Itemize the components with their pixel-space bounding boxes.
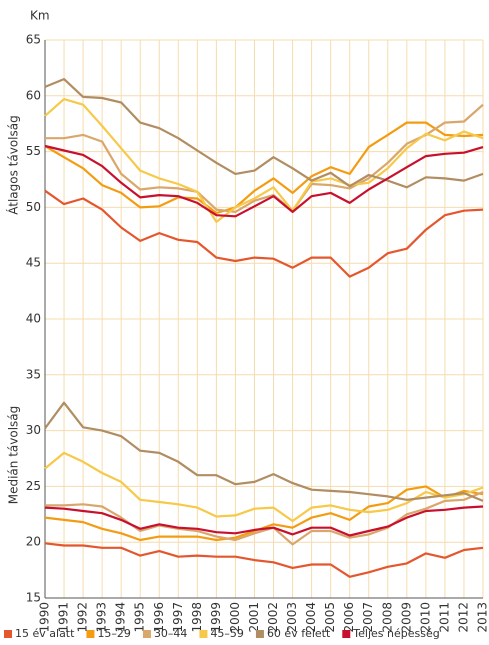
series-line <box>44 144 484 218</box>
y-tick-label: 35 <box>26 367 41 381</box>
y-tick-label: 65 <box>26 33 41 47</box>
x-tick-label: 1999 <box>209 602 223 633</box>
x-tick-label: 1991 <box>57 602 71 633</box>
x-tick-label: 1998 <box>190 602 204 633</box>
x-tick-label: 2011 <box>437 602 451 633</box>
x-tick-label: 2013 <box>476 602 489 633</box>
legend-swatch <box>199 630 208 638</box>
series-line <box>44 189 484 278</box>
legend-swatch <box>255 630 264 638</box>
x-tick-label: 2004 <box>304 602 318 633</box>
x-tick-label: 1992 <box>76 602 90 633</box>
x-tick-label: 2012 <box>456 602 470 633</box>
series-line <box>44 451 484 523</box>
legend-label: 60 év felett <box>267 627 331 640</box>
x-tick-label: 2009 <box>399 602 413 633</box>
x-tick-label: 2001 <box>247 602 261 633</box>
y-tick-label: 45 <box>26 256 41 270</box>
x-tick-label: 1995 <box>133 602 147 633</box>
series-line <box>44 121 484 215</box>
legend-label: Teljes népesség <box>352 627 439 640</box>
y-axis-label: Medián távolság <box>7 406 21 505</box>
y-tick-label: 15 <box>26 591 41 605</box>
legend-swatch <box>86 630 95 638</box>
x-tick-label: 2002 <box>266 602 280 633</box>
series-line <box>45 103 484 213</box>
x-tick-label: 1994 <box>114 602 128 633</box>
x-tick-label: 2005 <box>323 602 337 633</box>
series-line <box>44 485 484 542</box>
series-line <box>44 78 484 189</box>
x-tick-label: 1990 <box>38 602 52 633</box>
x-tick-label: 2003 <box>285 602 299 633</box>
x-tick-label: 1993 <box>95 602 109 633</box>
x-tick-label: 2007 <box>361 602 375 633</box>
series-line <box>44 401 484 502</box>
series-line <box>44 542 484 578</box>
y-axis-label: Átlagos távolság <box>6 115 21 214</box>
x-tick-label: 1997 <box>171 602 185 633</box>
y-unit: Km <box>30 9 50 23</box>
series-line <box>45 490 484 546</box>
y-tick-label: 55 <box>26 144 41 158</box>
legend-swatch <box>4 630 12 638</box>
series-line <box>44 98 484 223</box>
y-tick-label: 25 <box>26 479 41 493</box>
x-tick-label: 1996 <box>152 602 166 633</box>
y-tick-label: 20 <box>26 535 41 549</box>
x-tick-label: 2006 <box>342 602 356 633</box>
y-tick-label: 60 <box>26 88 41 102</box>
series-line <box>44 505 484 537</box>
x-tick-label: 2000 <box>228 602 242 633</box>
legend-label: 15–29 <box>97 627 131 640</box>
legend-swatch <box>342 630 351 638</box>
x-tick-label: 2008 <box>380 602 394 633</box>
legend-swatch <box>142 630 151 638</box>
x-tick-label: 2010 <box>418 602 432 633</box>
y-tick-label: 50 <box>26 200 41 214</box>
legend-label: 45–59 <box>210 627 244 640</box>
legend-label: 30–44 <box>154 627 188 640</box>
legend-label: 15 év alatt <box>15 627 75 640</box>
y-tick-label: 30 <box>26 423 41 437</box>
y-tick-label: 40 <box>26 312 41 326</box>
